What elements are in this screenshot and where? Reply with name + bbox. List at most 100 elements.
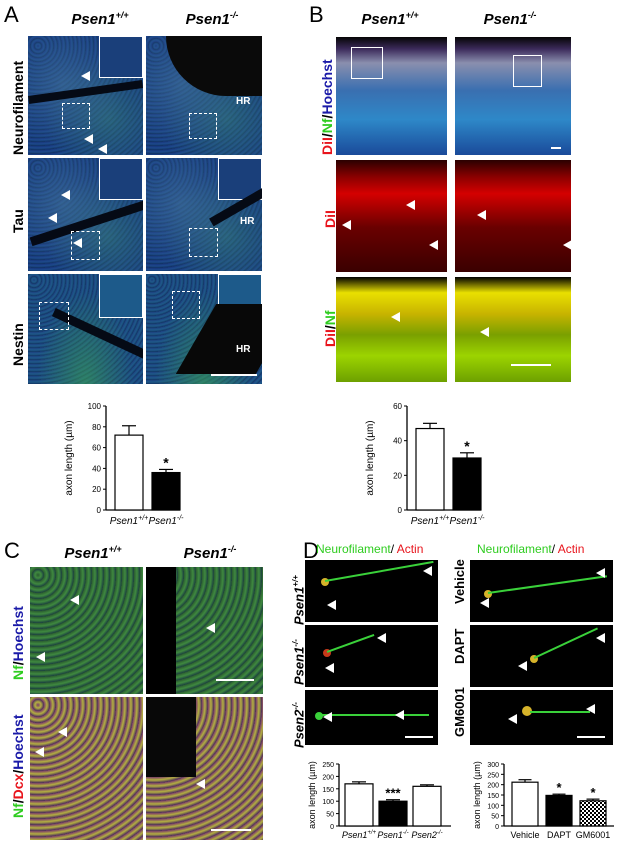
- panel-a-row-label-tau: Tau: [10, 209, 26, 233]
- panel-b-image-row3-wt: [336, 277, 447, 382]
- panel-letter-c: C: [4, 538, 20, 563]
- bar: [412, 785, 442, 827]
- category-label: GM6001: [576, 830, 611, 840]
- panel-c-row2-label: Nf/Dcx/Hoechst: [10, 714, 26, 818]
- panel-c-image-row2-ko: [146, 697, 263, 840]
- panel-b-image-row2-wt: [336, 160, 447, 272]
- panel-b-image-row2-ko: [455, 160, 571, 272]
- y-axis-label: axon length (µm): [365, 420, 376, 495]
- y-tick-label: 0: [495, 824, 499, 831]
- category-label: DAPT: [547, 830, 572, 840]
- panel-d-right-title: Neurofilament/ Actin: [477, 542, 585, 556]
- bar: [415, 427, 445, 511]
- panel-c-image-row1-ko: [146, 567, 263, 694]
- category-label: Psen1-/-: [377, 830, 408, 840]
- category-label: Psen1-/-: [149, 515, 185, 527]
- panel-d-label-vehicle: Vehicle: [452, 559, 467, 604]
- bar: [511, 781, 539, 827]
- panel-d-left-title: Neurofilament/ Actin: [316, 542, 424, 556]
- panel-b-image-row3-ko: [455, 277, 571, 382]
- panel-d-image-psen1-ko: [305, 625, 438, 687]
- y-tick-label: 50: [326, 812, 334, 819]
- hr-label: HR: [236, 344, 251, 355]
- y-tick-label: 80: [92, 423, 101, 432]
- y-tick-label: 0: [97, 506, 102, 515]
- category-label: Psen2-/-: [411, 830, 442, 840]
- panel-a-image-nestin-ko: HR: [146, 274, 262, 384]
- y-tick-label: 50: [491, 814, 499, 821]
- panel-d-image-psen1-wt: [305, 560, 438, 622]
- y-tick-label: 40: [92, 464, 101, 473]
- y-tick-label: 60: [393, 402, 402, 411]
- y-tick-label: 20: [92, 485, 101, 494]
- y-tick-label: 60: [92, 444, 101, 453]
- significance-marker: *: [464, 438, 470, 454]
- significance-marker: ***: [385, 786, 401, 801]
- y-axis-label: axon length (µm): [64, 420, 75, 495]
- bar: [378, 800, 408, 827]
- panel-b-image-row1-wt: [336, 37, 447, 155]
- chart-d-left: 0 50 100 150 200 250 axon length (µm) Psen1+/+ *…: [307, 761, 451, 840]
- category-label: Vehicle: [510, 830, 539, 840]
- panel-c-header-ko: Psen1-/-: [183, 544, 237, 562]
- y-tick-label: 150: [322, 787, 334, 794]
- panel-a-image-nestin-wt: [28, 274, 143, 384]
- chart-d-right: 0 50 100 150 200 250 300 axon length (µm) Vehicl…: [472, 761, 614, 840]
- y-tick-label: 200: [322, 774, 334, 781]
- hr-label: HR: [236, 96, 251, 107]
- panel-a-image-tau-wt: [28, 158, 143, 271]
- panel-a-header-wt: Psen1+/+: [71, 10, 129, 28]
- y-tick-label: 100: [322, 799, 334, 806]
- panel-c-header-wt: Psen1+/+: [64, 544, 122, 562]
- panel-c-image-row1-wt: [30, 567, 143, 694]
- panel-a-header-ko: Psen1-/-: [185, 10, 239, 28]
- panel-b-header-ko: Psen1-/-: [483, 10, 537, 28]
- panel-d-image-dapt: [470, 625, 613, 687]
- y-tick-label: 200: [487, 783, 499, 790]
- panel-a-row-label-nestin: Nestin: [10, 323, 26, 366]
- panel-letter-a: A: [4, 2, 19, 27]
- panel-b-row1-label: DiI/Nf/Hoechst: [319, 59, 335, 155]
- panel-letter-b: B: [309, 2, 324, 27]
- panel-d-image-gm6001: [470, 690, 613, 745]
- panel-a-image-nf-ko: HR: [146, 36, 262, 155]
- chart-a: 0 20 40 60 80 100 axon length (µm) Psen1+/+ * Pse…: [64, 402, 185, 527]
- hr-label: HR: [240, 216, 255, 227]
- significance-marker: *: [556, 780, 562, 795]
- bar: [579, 800, 607, 827]
- panel-b-header-wt: Psen1+/+: [361, 10, 419, 28]
- panel-d-label-dapt: DAPT: [452, 628, 467, 664]
- y-tick-label: 20: [393, 471, 402, 480]
- panel-c-row1-label: Nf/Hoechst: [10, 606, 26, 680]
- y-axis-label: axon length (µm): [307, 761, 317, 829]
- y-tick-label: 100: [88, 402, 102, 411]
- category-label: Psen1-/-: [450, 515, 486, 527]
- panel-b-image-row1-ko: [455, 37, 571, 155]
- y-tick-label: 0: [398, 506, 403, 515]
- y-tick-label: 0: [330, 824, 334, 831]
- significance-marker: *: [590, 785, 596, 800]
- panel-a-image-nf-wt: [28, 36, 143, 155]
- significance-marker: *: [163, 454, 169, 470]
- bar: [545, 794, 573, 827]
- panel-d-label-gm6001: GM6001: [452, 687, 467, 737]
- bar: [344, 783, 374, 827]
- category-label: Psen1+/+: [110, 515, 148, 527]
- panel-d-image-vehicle: [470, 560, 613, 622]
- panel-c-image-row2-wt: [30, 697, 143, 840]
- y-tick-label: 40: [393, 437, 402, 446]
- bar: [452, 457, 482, 511]
- panel-a-row-label-neurofilament: Neurofilament: [10, 60, 26, 155]
- panel-a-image-tau-ko: HR: [146, 158, 262, 271]
- category-label: Psen1+/+: [342, 830, 377, 840]
- panel-d-image-psen2-ko: [305, 690, 438, 745]
- y-tick-label: 250: [487, 772, 499, 779]
- bar: [114, 434, 144, 511]
- y-tick-label: 250: [322, 762, 334, 769]
- y-tick-label: 300: [487, 762, 499, 769]
- panel-letter-d: D: [303, 538, 319, 563]
- y-tick-label: 150: [487, 793, 499, 800]
- chart-b: 0 20 40 60 axon length (µm) Psen1+/+ * Psen1-/-: [365, 402, 486, 527]
- y-tick-label: 100: [487, 803, 499, 810]
- bar: [151, 471, 181, 511]
